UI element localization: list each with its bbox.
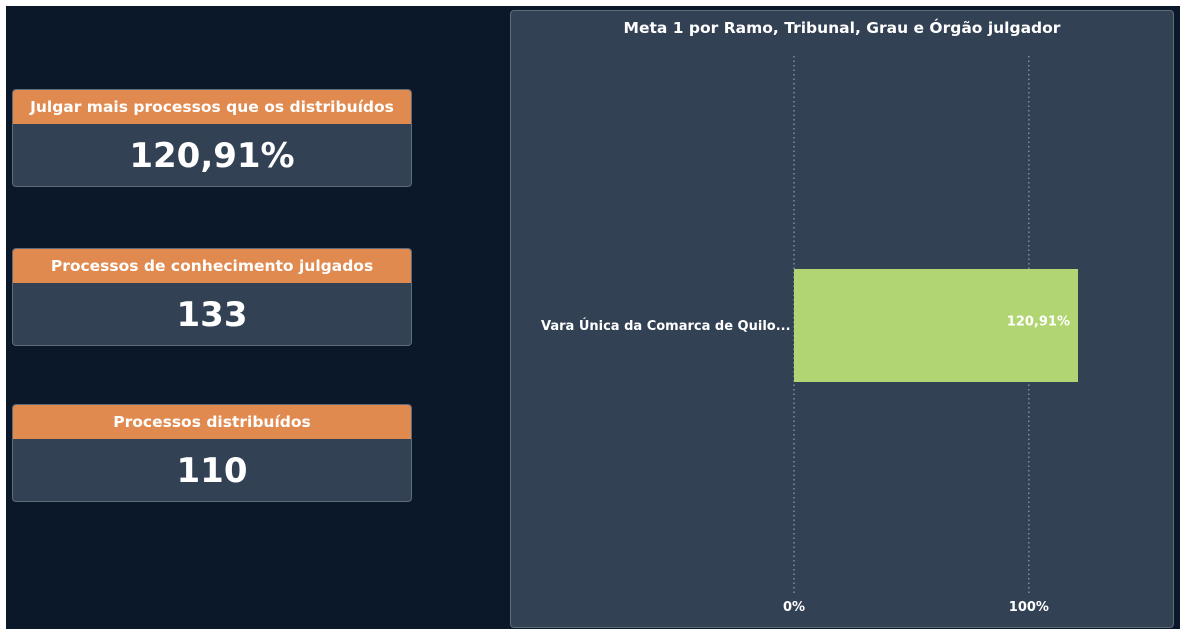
bar-chart: 0% 100% Vara Única da Comarca de Quilo... 1… [541, 56, 1078, 615]
dashboard: Julgar mais processos que os distribuído… [6, 6, 1180, 629]
kpi-card-title: Processos de conhecimento julgados [13, 249, 411, 283]
kpi-card-distribuidos[interactable]: Processos distribuídos 110 [12, 404, 412, 502]
bar-chart-panel[interactable]: Meta 1 por Ramo, Tribunal, Grau e Órgão … [510, 10, 1174, 628]
kpi-card-value: 110 [176, 451, 248, 491]
bar [794, 269, 1078, 382]
kpi-card-julgados[interactable]: Processos de conhecimento julgados 133 [12, 248, 412, 346]
kpi-card-meta[interactable]: Julgar mais processos que os distribuído… [12, 89, 412, 187]
x-tick-label: 0% [783, 600, 805, 615]
chart-title: Meta 1 por Ramo, Tribunal, Grau e Órgão … [623, 19, 1061, 37]
category-label: Vara Única da Comarca de Quilo... [541, 318, 791, 334]
kpi-card-title: Processos distribuídos [13, 405, 411, 439]
kpi-card-value: 133 [176, 295, 248, 335]
kpi-card-value: 120,91% [129, 136, 295, 176]
x-tick-label: 100% [1009, 600, 1049, 615]
kpi-card-title: Julgar mais processos que os distribuído… [13, 90, 411, 124]
data-label: 120,91% [1007, 315, 1070, 330]
